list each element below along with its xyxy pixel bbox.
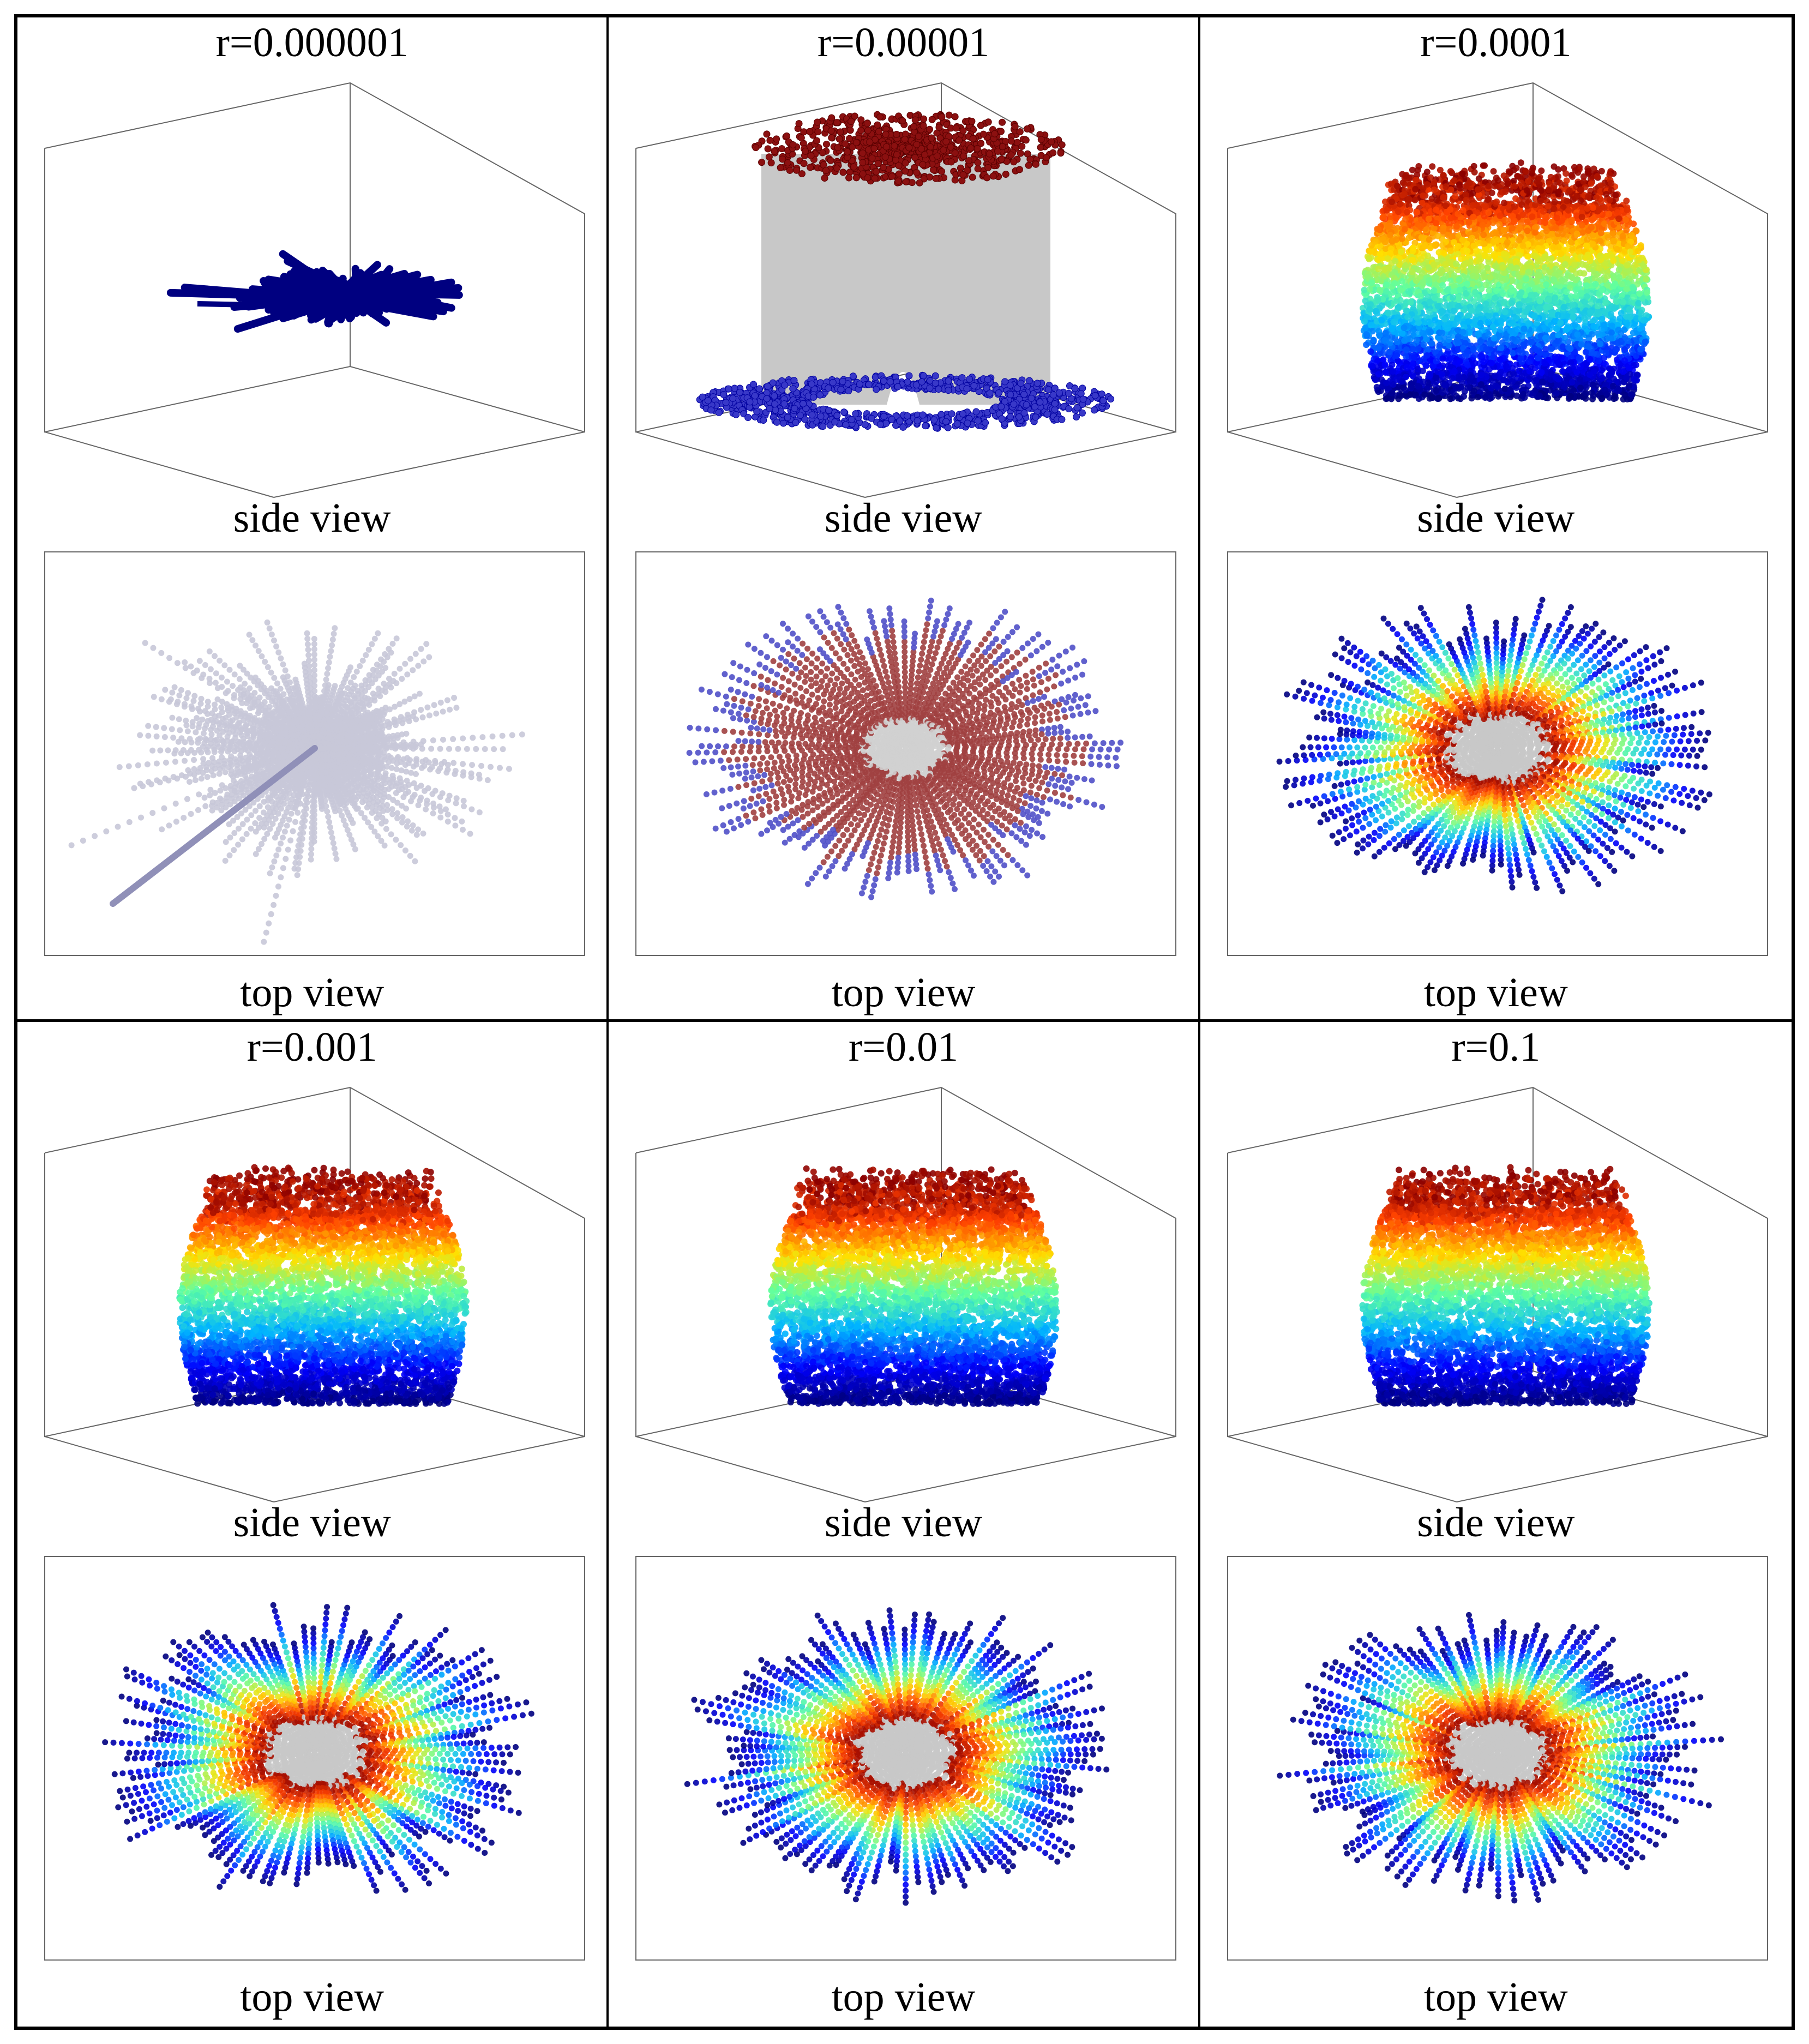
side-view-caption: side view xyxy=(1200,1502,1792,1543)
panel-title: r=0.00001 xyxy=(609,22,1198,63)
panel-cell: r=0.001 side view top view xyxy=(17,1022,609,2027)
top-view-caption: top view xyxy=(17,972,606,1013)
side-view-plot xyxy=(1227,82,1768,498)
axes-frame xyxy=(44,1556,585,1961)
panel-title: r=0.000001 xyxy=(17,22,606,63)
side-view-plot xyxy=(44,1086,585,1502)
point-cloud xyxy=(767,1165,1061,1407)
point-cloud xyxy=(68,619,525,945)
point-cloud xyxy=(686,597,1124,900)
point-cloud xyxy=(696,111,1115,432)
top-view-plot xyxy=(1227,551,1768,956)
point-cloud xyxy=(1359,1164,1652,1407)
top-view-caption: top view xyxy=(609,1976,1198,2018)
side-view-plot xyxy=(635,82,1177,498)
point-cloud xyxy=(102,1602,534,1894)
axes-box xyxy=(635,1086,1177,1502)
top-view-plot xyxy=(44,1556,585,1961)
point-cloud xyxy=(166,250,463,333)
axes-frame xyxy=(1227,551,1768,956)
panel-cell: r=0.01 side view top view xyxy=(609,1022,1200,2027)
panel-title: r=0.1 xyxy=(1200,1026,1792,1068)
top-view-plot xyxy=(1227,1556,1768,1961)
panel-title: r=0.01 xyxy=(609,1026,1198,1068)
figure-grid: r=0.000001 side view top view r=0.00001 sid… xyxy=(14,14,1795,2030)
panel-cell: r=0.000001 side view top view xyxy=(17,17,609,1022)
side-view-caption: side view xyxy=(609,497,1198,539)
point-cloud xyxy=(1276,1612,1724,1904)
point-cloud xyxy=(1276,597,1712,894)
side-view-plot xyxy=(1227,1086,1768,1502)
side-view-caption: side view xyxy=(1200,497,1792,539)
axes-frame xyxy=(635,1556,1177,1961)
panel-cell: r=0.0001 side view top view xyxy=(1200,17,1792,1022)
top-view-caption: top view xyxy=(1200,1976,1792,2018)
side-view-caption: side view xyxy=(17,1502,606,1543)
top-view-caption: top view xyxy=(609,972,1198,1013)
point-cloud xyxy=(1359,159,1652,402)
panel-cell: r=0.1 side view top view xyxy=(1200,1022,1792,2027)
axes-frame xyxy=(44,551,585,956)
top-view-caption: top view xyxy=(1200,972,1792,1013)
point-cloud xyxy=(684,1607,1110,1906)
axes-frame xyxy=(1227,1556,1768,1961)
top-view-plot xyxy=(44,551,585,956)
top-view-caption: top view xyxy=(17,1976,606,2018)
side-view-caption: side view xyxy=(609,1502,1198,1543)
side-view-caption: side view xyxy=(17,497,606,539)
side-view-plot xyxy=(44,82,585,498)
panel-title: r=0.001 xyxy=(17,1026,606,1068)
top-view-plot xyxy=(635,551,1177,956)
panel-cell: r=0.00001 side view top view xyxy=(609,17,1200,1022)
point-cloud xyxy=(176,1164,470,1407)
side-view-plot xyxy=(635,1086,1177,1502)
axes-frame xyxy=(635,551,1177,956)
top-view-plot xyxy=(635,1556,1177,1961)
panel-title: r=0.0001 xyxy=(1200,22,1792,63)
